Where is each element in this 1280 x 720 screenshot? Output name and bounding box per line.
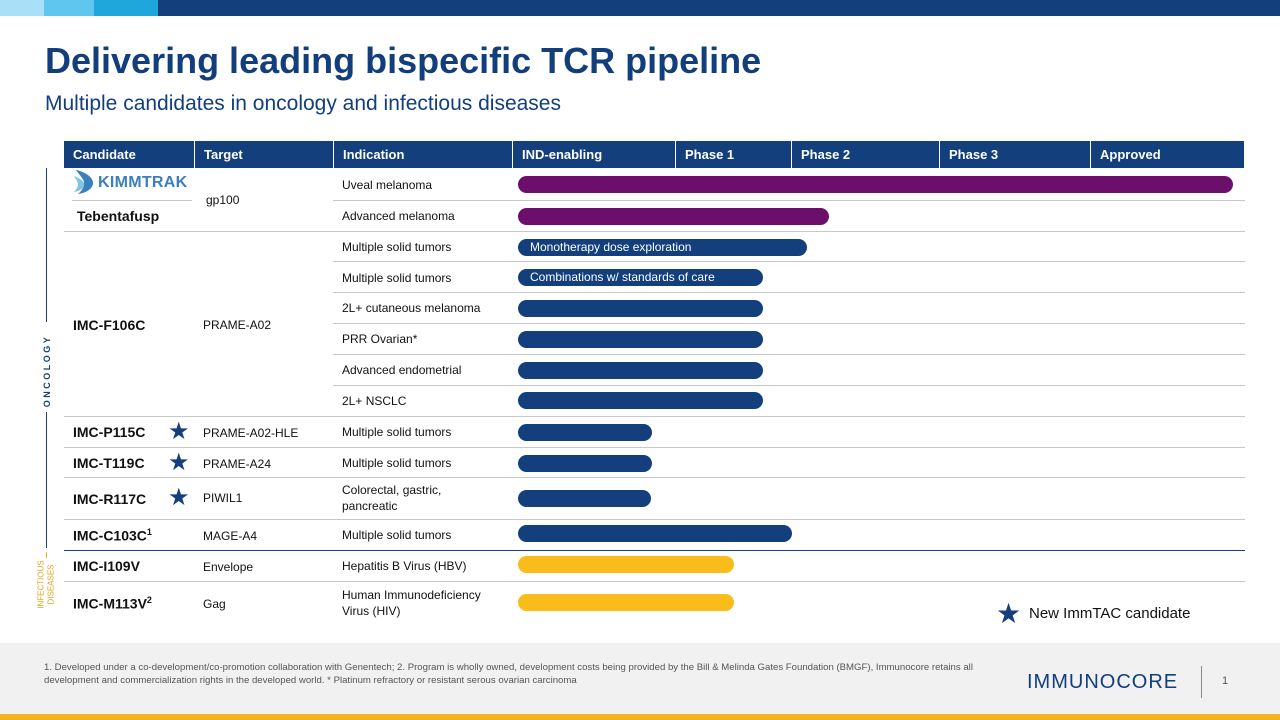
header-candidate: Candidate (73, 147, 136, 162)
indication-cell: Multiple solid tumors (342, 240, 452, 254)
row-divider (333, 323, 1245, 324)
progress-bar (518, 392, 763, 409)
progress-bar (518, 208, 829, 225)
indication-cell: Colorectal, gastric, pancreatic (342, 483, 442, 513)
progress-bar (518, 424, 653, 441)
row-divider (64, 581, 1245, 582)
target-gp100: gp100 (206, 193, 240, 207)
progress-bar (518, 362, 763, 379)
page-subtitle: Multiple candidates in oncology and infe… (45, 92, 561, 115)
row-divider (64, 416, 1245, 417)
progress-bar (518, 490, 651, 507)
footnote: 1. Developed under a co-development/co-p… (44, 662, 973, 686)
candidate-name-imc-m113v: IMC-M113V2 (73, 595, 152, 612)
progress-bar (518, 455, 653, 472)
candidate-name-imc-t119c: IMC-T119C (73, 455, 145, 471)
top-strip-light (0, 0, 44, 16)
progress-bar (518, 300, 763, 317)
target-envelope: Envelope (203, 560, 254, 574)
oncology-infectious-divider (64, 550, 1245, 551)
row-divider (333, 354, 1245, 355)
progress-bar: Monotherapy dose exploration (518, 239, 807, 256)
kimmtrak-logo-icon (74, 170, 94, 194)
infectious-side-label-1: INFECTIOUS (36, 560, 46, 609)
row-divider (64, 477, 1245, 478)
indication-cell: Multiple solid tumors (342, 528, 452, 542)
candidate-name-text: IMC-M113V (73, 595, 147, 612)
header-indication: Indication (333, 141, 512, 168)
candidate-name-imc-i109v: IMC-I109V (73, 558, 140, 574)
star-icon: ★ (996, 598, 1022, 629)
target-prame-a02-hle: PRAME-A02-HLE (203, 426, 299, 440)
oncology-side-label: ONCOLOGY (42, 334, 52, 408)
header-phase-1: Phase 1 (675, 141, 791, 168)
target-mage-a4: MAGE-A4 (203, 529, 258, 543)
target-piwil1: PIWIL1 (203, 491, 243, 505)
footer-separator (1201, 666, 1202, 698)
footer (0, 643, 1280, 720)
row-divider (64, 447, 1245, 448)
indication-cell: Human Immunodeficiency Virus (HIV) (342, 588, 481, 618)
header-phase-2: Phase 2 (791, 141, 939, 168)
bottom-gold-strip (0, 714, 1280, 720)
row-divider (333, 292, 1245, 293)
candidate-name-imc-r117c: IMC-R117C (73, 491, 147, 507)
kimmtrak-logo: KIMMTRAK (72, 168, 187, 196)
top-strip-navy (158, 0, 1280, 16)
oncology-side-label-bg (38, 322, 56, 412)
progress-bar (518, 331, 763, 348)
target-gag: Gag (203, 597, 226, 611)
indication-cell: 2L+ NSCLC (342, 394, 407, 408)
candidate-name-imc-p115c: IMC-P115C (73, 424, 146, 440)
indication-cell: Advanced endometrial (342, 363, 462, 377)
legend-text: New ImmTAC candidate (1029, 605, 1191, 622)
page-title: Delivering leading bispecific TCR pipeli… (45, 40, 762, 81)
top-strip-accent (94, 0, 158, 16)
bar-label: Monotherapy dose exploration (530, 240, 692, 254)
infectious-side-label-2: DISEASES (46, 564, 56, 605)
header-ind-enabling: IND-enabling (512, 141, 675, 168)
page-number: 1 (1222, 675, 1229, 687)
indication-cell: 2L+ cutaneous melanoma (342, 301, 481, 315)
candidate-name-imc-f106c: IMC-F106C (73, 317, 146, 333)
star-icon: ★ (168, 449, 190, 476)
progress-bar (518, 176, 1233, 193)
top-strip-mid (44, 0, 94, 16)
row-divider (333, 385, 1245, 386)
infectious-side-label-bg (34, 558, 60, 612)
bar-label: Combinations w/ standards of care (530, 270, 715, 284)
row-divider (333, 261, 1245, 262)
header-approved: Approved (1090, 141, 1244, 168)
row-divider (333, 200, 1245, 201)
indication-cell: Multiple solid tumors (342, 456, 452, 470)
progress-bar (518, 594, 734, 611)
progress-bar (518, 556, 734, 573)
pipeline-table-header: Candidate Target Indication IND-enabling… (64, 141, 1244, 168)
header-target: Target (194, 141, 333, 168)
indication-cell: Advanced melanoma (342, 209, 455, 223)
row-divider (64, 231, 1245, 232)
logo-divider (72, 200, 192, 201)
candidate-name-text: IMC-C103C (73, 527, 147, 544)
footnote-marker: 2 (146, 595, 152, 605)
indication-cell: PRR Ovarian* (342, 332, 418, 346)
indication-cell: Uveal melanoma (342, 178, 433, 192)
header-phase-3: Phase 3 (939, 141, 1090, 168)
indication-cell: Hepatitis B Virus (HBV) (342, 559, 467, 573)
kimmtrak-logo-text: KIMMTRAK (98, 174, 188, 191)
candidate-name-imc-c103c: IMC-C103C1 (73, 527, 152, 544)
progress-bar: Combinations w/ standards of care (518, 269, 763, 286)
indication-cell: Multiple solid tumors (342, 271, 452, 285)
top-color-strip (0, 0, 1280, 16)
candidate-name-tebentafusp: Tebentafusp (77, 208, 160, 224)
target-prame-a24: PRAME-A24 (203, 457, 272, 471)
footnote-marker: 1 (146, 527, 152, 537)
star-icon: ★ (168, 484, 190, 511)
indication-cell: Multiple solid tumors (342, 425, 452, 439)
immunocore-logo: IMMUNOCORE (1027, 671, 1179, 693)
target-prame-a02: PRAME-A02 (203, 318, 272, 332)
progress-bar (518, 525, 792, 542)
star-icon: ★ (168, 418, 190, 445)
row-divider (64, 519, 1245, 520)
